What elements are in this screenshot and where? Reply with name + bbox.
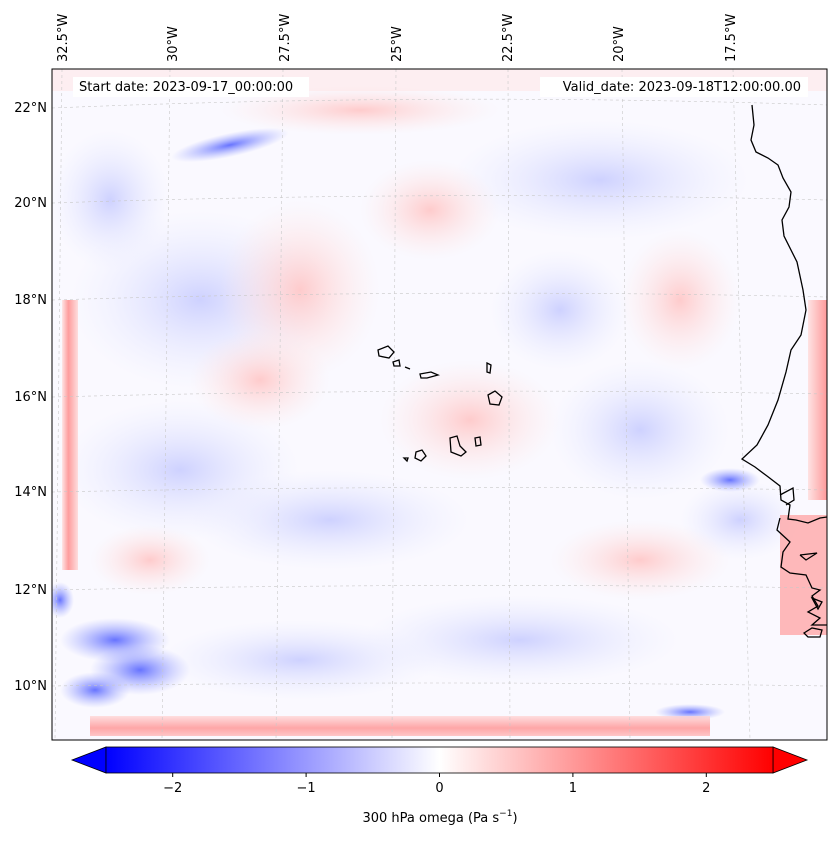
- colorbar-tick-label: −2: [163, 781, 182, 796]
- colorbar-ticks: −2 −1 0 1 2: [163, 773, 710, 796]
- island-maio: [474, 436, 482, 447]
- lat-label: 12°N: [14, 583, 47, 598]
- map-panel: Start date: 2023-09-17_00:00:00 Valid_da…: [52, 69, 827, 740]
- longitude-labels: 32.5°W 30°W 27.5°W 25°W 22.5°W 20°W 17.5…: [56, 14, 739, 62]
- lon-label: 32.5°W: [56, 14, 71, 62]
- lon-label: 30°W: [166, 26, 181, 62]
- colorbar-tick-label: 0: [435, 781, 443, 796]
- coast-detail: [799, 552, 818, 561]
- colorbar-max-extend: [772, 746, 809, 774]
- island-sao-vicente: [392, 359, 401, 367]
- island-brava: [402, 457, 409, 463]
- lon-label: 25°W: [390, 26, 405, 62]
- colorbar-tick-label: −1: [297, 781, 316, 796]
- island-boa-vista: [487, 390, 503, 406]
- lat-label: 20°N: [14, 196, 47, 211]
- valid-date-box: [540, 77, 808, 97]
- omega-field: [52, 69, 827, 736]
- coastlines: [377, 104, 827, 638]
- island-santa-luzia: [404, 366, 411, 370]
- lon-label: 20°W: [612, 26, 627, 62]
- lat-label: 14°N: [14, 485, 47, 500]
- lat-label: 22°N: [14, 101, 47, 116]
- island-fogo: [414, 449, 427, 462]
- latitude-labels: 22°N 20°N 18°N 16°N 14°N 12°N 10°N: [14, 101, 47, 694]
- island-santiago: [449, 435, 467, 457]
- colorbar: −2 −1 0 1 2 300 hPa omega (Pa s−1): [70, 746, 809, 826]
- lon-label: 17.5°W: [724, 14, 739, 62]
- colorbar-min-extend: [70, 746, 107, 774]
- coast-detail: [779, 486, 795, 506]
- graticule: [52, 69, 827, 740]
- island-sao-nicolau: [419, 371, 440, 379]
- start-date-label: Start date: 2023-09-17_00:00:00: [79, 80, 293, 95]
- senegal-gambia-coast: [776, 517, 827, 626]
- lat-label: 16°N: [14, 390, 47, 405]
- map-frame: [51, 68, 828, 741]
- coast-detail: [802, 627, 823, 638]
- colorbar-tick-label: 2: [702, 781, 710, 796]
- colorbar-tick-label: 1: [569, 781, 577, 796]
- colorbar-label: 300 hPa omega (Pa s−1): [362, 809, 517, 826]
- start-date-box: [73, 77, 309, 97]
- colorbar-gradient: [105, 746, 774, 774]
- island-santo-antao: [377, 345, 395, 359]
- lon-label: 27.5°W: [278, 14, 293, 62]
- lon-label: 22.5°W: [501, 14, 516, 62]
- valid-date-label: Valid_date: 2023-09-18T12:00:00.00: [563, 80, 801, 95]
- coast-detail: [810, 596, 823, 611]
- lat-label: 10°N: [14, 679, 47, 694]
- africa-coastline: [740, 104, 827, 524]
- lat-label: 18°N: [14, 293, 47, 308]
- island-sal: [486, 361, 492, 374]
